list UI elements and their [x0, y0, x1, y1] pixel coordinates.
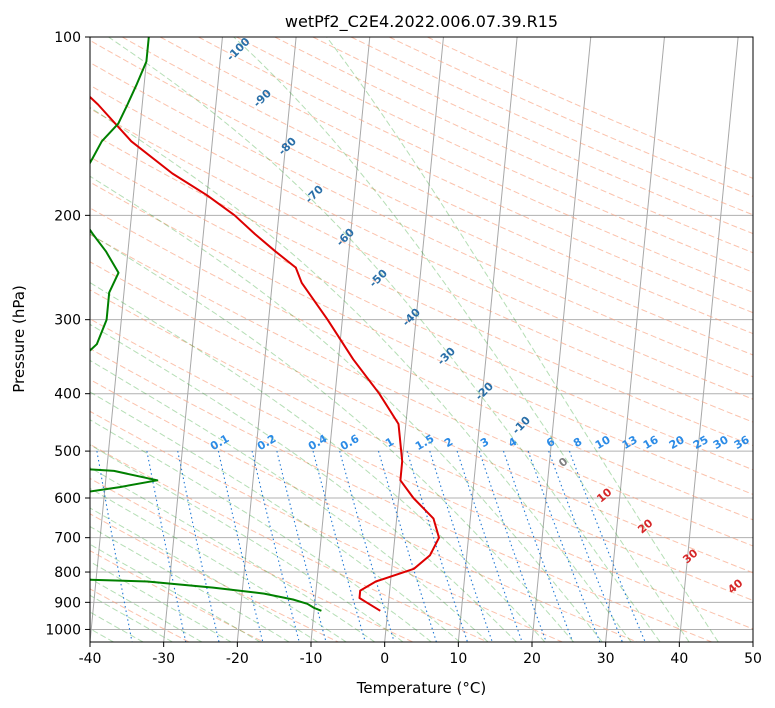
- dry-adiabat-line: [350, 37, 753, 216]
- sounding-profiles: [90, 37, 440, 612]
- mixing-ratio-line: [429, 450, 493, 642]
- dry-adiabat-line: [90, 39, 753, 356]
- mixing-ratio-line: [177, 450, 220, 642]
- mixing-ratio-line: [339, 450, 395, 642]
- temperature-profile-line: [90, 95, 440, 612]
- x-tick-label: 30: [597, 651, 615, 667]
- isotherm-line: [90, 37, 150, 642]
- mixing-ratio-line: [406, 450, 469, 642]
- x-tick-label: -40: [79, 651, 102, 667]
- moist-adiabat-line: [90, 233, 574, 642]
- x-tick-label: 0: [380, 651, 389, 667]
- x-tick-label: 10: [449, 651, 467, 667]
- moist-adiabat-line: [108, 37, 661, 642]
- dry-adiabat-line: [90, 318, 753, 630]
- isotherm-line: [163, 37, 223, 642]
- mixing-ratio-lines: [96, 450, 646, 642]
- moist-adiabat-line: [90, 507, 319, 642]
- dry-adiabat-line: [90, 108, 753, 423]
- dry-adiabat-line: [90, 513, 339, 642]
- chart-title: wetPf2_C2E4.2022.006.07.39.R15: [285, 12, 558, 32]
- y-tick-label: 800: [54, 565, 81, 581]
- dry-adiabat-line: [90, 261, 753, 574]
- plot-frame: [89, 36, 754, 643]
- dry-adiabat-line: [90, 84, 753, 400]
- x-tick-label: -20: [226, 651, 249, 667]
- dry-adiabat-line: [90, 477, 414, 642]
- x-tick-label: 40: [670, 651, 688, 667]
- dry-adiabat-line: [90, 156, 753, 471]
- y-tick-label: 200: [54, 208, 81, 224]
- moist-adiabat-line: [90, 323, 517, 642]
- moist-adiabat-line: [90, 282, 546, 642]
- dry-adiabat-line: [90, 378, 638, 642]
- y-tick-label: 900: [54, 595, 81, 611]
- isotherm-line: [236, 37, 297, 642]
- isotherm-line: [384, 37, 444, 642]
- mixing-ratio-line: [276, 450, 327, 642]
- dry-adiabat-line: [389, 37, 753, 197]
- moist-adiabat-line: [90, 419, 432, 642]
- dry-adiabat-line: [90, 410, 563, 642]
- mixing-ratio-line: [96, 451, 133, 642]
- dry-adiabat-line: [90, 289, 753, 601]
- y-tick-label: 300: [54, 313, 81, 329]
- moist-adiabat-line: [233, 37, 690, 642]
- isotherm-line: [457, 37, 518, 642]
- x-tick-label: 20: [523, 651, 541, 667]
- isotherm-line: [678, 37, 739, 642]
- y-axis: 100 200 300 400 500 600 700 800 900 1000: [45, 30, 90, 638]
- moist-adiabat-line: [90, 525, 290, 642]
- mixing-ratio-line: [217, 450, 264, 642]
- mixing-ratio-line: [251, 450, 300, 642]
- x-axis: -40 -30 -20 -10 0 10 20 30 40 50: [79, 642, 762, 667]
- mixing-ratio-line: [312, 450, 366, 642]
- y-tick-label: 600: [54, 491, 81, 507]
- moist-adiabat-line: [90, 444, 404, 642]
- dry-adiabat-line: [427, 37, 753, 179]
- moist-adiabats: [90, 37, 719, 642]
- y-tick-label: 500: [54, 444, 81, 460]
- moist-adiabat-line: [90, 594, 173, 642]
- moist-adiabat-line: [90, 466, 376, 642]
- mixing-ratio-line: [456, 450, 523, 642]
- moist-adiabat-line: [90, 487, 347, 642]
- moist-adiabat-line: [326, 37, 719, 642]
- mixing-ratio-line: [377, 450, 437, 642]
- y-tick-label: 1000: [45, 622, 81, 638]
- x-tick-label: -10: [300, 651, 323, 667]
- y-tick-label: 100: [54, 30, 81, 46]
- x-tick-label: 50: [744, 651, 762, 667]
- x-axis-label: Temperature (°C): [356, 679, 486, 697]
- moist-adiabat-line: [90, 391, 461, 642]
- isotherm-line: [531, 37, 592, 642]
- y-tick-label: 700: [54, 531, 81, 547]
- moist-adiabat-line: [90, 175, 603, 642]
- moist-adiabat-line: [90, 561, 232, 642]
- dry-adiabat-line: [90, 62, 753, 378]
- y-tick-label: 400: [54, 387, 81, 403]
- dry-adiabat-line: [160, 37, 753, 314]
- mixing-ratio-line: [146, 450, 187, 642]
- moist-adiabat-line: [90, 359, 489, 642]
- dry-adiabat-line: [312, 37, 753, 235]
- y-axis-label: Pressure (hPa): [10, 285, 28, 393]
- x-tick-label: -30: [152, 651, 175, 667]
- dry-adiabat-line: [236, 37, 753, 273]
- moist-adiabat-line: [90, 577, 203, 642]
- moist-adiabat-line: [90, 543, 261, 642]
